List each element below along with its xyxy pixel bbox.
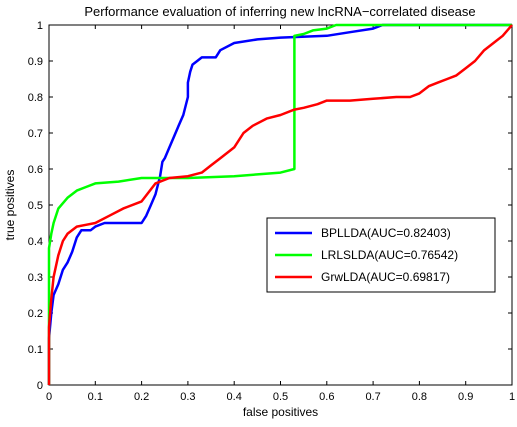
y-tick-label: 0.2: [28, 308, 43, 320]
series-line-0: [47, 23, 512, 385]
x-tick-label: 0.6: [319, 391, 334, 403]
x-tick-label: 0.3: [180, 391, 195, 403]
y-tick-label: 0.5: [28, 200, 43, 212]
legend-entry-label: GrwLDA(AUC=0.69817): [321, 270, 450, 284]
legend-entry-label: LRLSLDA(AUC=0.76542): [321, 248, 458, 262]
x-tick-label: 0.1: [88, 391, 103, 403]
x-tick-label: 0.5: [273, 391, 288, 403]
series-line-2: [47, 24, 513, 385]
chart-title: Performance evaluation of inferring new …: [84, 4, 475, 19]
y-axis-label: true positives: [3, 170, 17, 241]
plot-area: [48, 24, 513, 386]
x-tick-label: 0.2: [134, 391, 149, 403]
x-tick-label: 0.9: [458, 391, 473, 403]
legend-entry-label: BPLLDA(AUC=0.82403): [321, 226, 451, 240]
y-tick-label: 0.3: [28, 272, 43, 284]
x-tick-label: 1: [509, 391, 515, 403]
x-tick-label: 0.8: [412, 391, 427, 403]
x-tick-label: 0.7: [365, 391, 380, 403]
axis-ticks: 0 0.1 0.2 0.3 0.4 0.5 0.6 0.7 0.8 0.9 1 0 0.1 0.2 0.3 0…: [28, 20, 515, 403]
y-tick-label: 0: [37, 380, 43, 392]
y-tick-label: 0.4: [28, 236, 43, 248]
y-tick-label: 0.1: [28, 344, 43, 356]
series-lines: [47, 23, 513, 385]
series-line-1: [47, 23, 512, 385]
y-tick-label: 1: [37, 20, 43, 32]
legend: BPLLDA(AUC=0.82403) LRLSLDA(AUC=0.76542) G…: [266, 217, 496, 293]
x-tick-label: 0: [46, 391, 52, 403]
y-tick-label: 0.8: [28, 92, 43, 104]
y-tick-label: 0.7: [28, 128, 43, 140]
y-tick-label: 0.9: [28, 56, 43, 68]
x-tick-label: 0.4: [227, 391, 242, 403]
x-axis-label: false positives: [243, 405, 318, 419]
y-tick-label: 0.6: [28, 164, 43, 176]
